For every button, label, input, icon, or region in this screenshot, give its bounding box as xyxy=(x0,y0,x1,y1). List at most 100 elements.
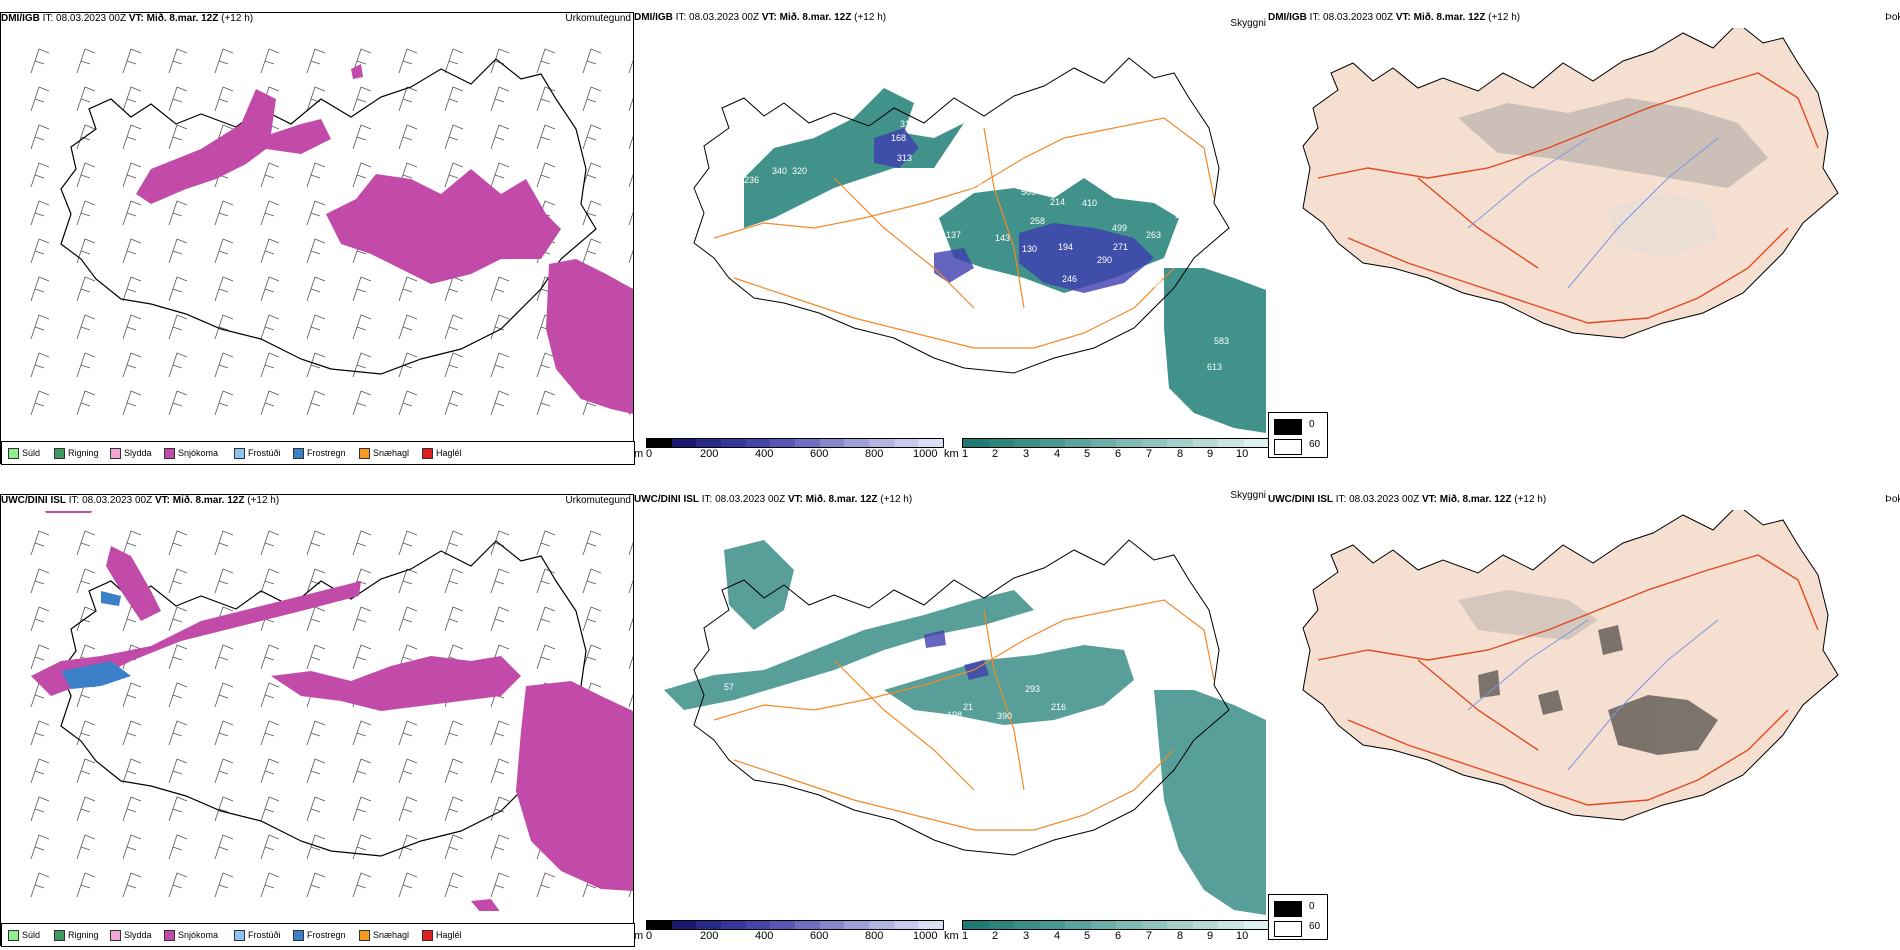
it-label: IT: xyxy=(1309,12,1321,23)
wind-barb xyxy=(352,86,372,112)
wind-barb xyxy=(628,249,633,264)
ceiling-label: 310 xyxy=(900,119,915,129)
ceiling-label: 313 xyxy=(897,153,912,163)
wind-barb xyxy=(352,48,372,74)
wind-barb xyxy=(30,872,50,898)
colorbar-cell xyxy=(819,439,845,447)
wind-barb xyxy=(214,758,234,784)
panel-header: UWC/DINI ISL IT: 08.03.2023 00Z VT: Mið.… xyxy=(1268,494,1900,510)
wind-barb xyxy=(490,606,510,632)
wind-barb xyxy=(260,644,280,670)
visibility-tick: 6 xyxy=(1115,930,1122,942)
legend-item-sleet: Slydda xyxy=(110,447,152,460)
wind-barb xyxy=(398,834,418,860)
wind-barb xyxy=(398,352,418,378)
colorbar-cell xyxy=(844,921,869,929)
legend-label: Snjókoma xyxy=(178,930,219,940)
wind-barb xyxy=(398,796,418,822)
legend-item-rain: Rigning xyxy=(54,447,99,460)
legend-swatch xyxy=(293,930,304,942)
wind-barb xyxy=(398,124,418,150)
ceiling-label: 355 xyxy=(924,103,939,113)
wind-barb xyxy=(628,579,633,594)
legend-item-hail: Haglél xyxy=(422,929,462,942)
vt-value: Mið. 8.mar. 12Z xyxy=(1413,12,1486,23)
colorbar-cell xyxy=(844,439,869,447)
colorbar-cell xyxy=(988,921,1014,929)
colorbar-cell xyxy=(647,921,672,929)
roads xyxy=(713,599,1215,831)
ceiling-label: 236 xyxy=(744,175,759,185)
ceiling-label: 373 xyxy=(1119,722,1134,732)
wind-barb xyxy=(76,124,96,150)
legend-swatch xyxy=(8,448,19,460)
ceiling-label: 320 xyxy=(792,166,807,176)
colorbar-cell xyxy=(745,439,771,447)
wind-barb xyxy=(628,655,633,670)
wind-barb xyxy=(444,530,464,556)
panel-title: Þokuábendi xyxy=(1885,494,1900,505)
ceiling-tick: 600 xyxy=(810,930,829,942)
ceiling-label: 340 xyxy=(772,166,787,176)
it-value: 08.03.2023 00Z xyxy=(689,12,760,23)
ceiling-label: 117 xyxy=(730,183,744,193)
ceiling-label: 220 xyxy=(946,103,961,113)
wind-barb xyxy=(122,682,142,708)
legend-label: Slydda xyxy=(124,448,152,458)
wind-barb xyxy=(260,872,280,898)
ceiling-label: 207 xyxy=(992,637,1007,647)
ceiling-tick: 0 xyxy=(646,930,653,942)
wind-barb xyxy=(30,352,50,378)
wind-barb xyxy=(352,834,372,860)
colorbar-cell xyxy=(918,439,943,447)
ceiling-labels: 235 10 207 220 57 352 293 216 198 21 390… xyxy=(724,591,1157,739)
ceiling-tick: 0 xyxy=(646,448,653,460)
ceiling-unit: m xyxy=(634,930,644,942)
legend-label: Súld xyxy=(22,448,41,458)
rivers xyxy=(1467,137,1719,289)
legend-swatch xyxy=(359,448,370,460)
colorbar-cell xyxy=(1116,439,1142,447)
colorbar-cell xyxy=(770,921,795,929)
ceiling-label: 137 xyxy=(946,230,961,240)
wind-barb xyxy=(490,314,510,340)
colorbar-cell xyxy=(647,439,672,447)
wind-barb xyxy=(122,124,142,150)
wind-barb xyxy=(398,530,418,556)
legend-label: Rigning xyxy=(68,930,99,940)
wind-barb xyxy=(536,872,556,898)
legend-item-sleet: Slydda xyxy=(110,929,152,942)
freezing-rain-areas xyxy=(61,591,131,689)
wind-barb xyxy=(536,644,556,670)
fog-legend-low-swatch xyxy=(1274,439,1302,455)
wind-barb xyxy=(76,276,96,302)
wind-barb xyxy=(214,238,234,264)
colorbar-cell xyxy=(671,439,697,447)
wind-barb xyxy=(76,86,96,112)
vt-label: VT: xyxy=(761,12,777,23)
wind-barb xyxy=(260,352,280,378)
wind-barb xyxy=(490,758,510,784)
colorbar-cell xyxy=(671,921,697,929)
ceiling-label: 57 xyxy=(724,682,734,692)
wind-barb xyxy=(260,568,280,594)
wind-barb xyxy=(122,314,142,340)
wind-barb xyxy=(582,238,602,264)
wind-barb xyxy=(536,124,556,150)
wind-barb xyxy=(398,758,418,784)
panel-title: Þokuábendi xyxy=(1885,12,1900,23)
colorbar-cell xyxy=(1014,921,1040,929)
wind-barb xyxy=(214,86,234,112)
wind-barb xyxy=(398,48,418,74)
vt-value: Mið. 8.mar. 12Z xyxy=(146,13,219,24)
wind-barb xyxy=(490,390,510,416)
legend-item-rain: Rigning xyxy=(54,929,99,942)
wind-barb xyxy=(444,568,464,594)
visibility-colorbar: km 1 2 3 4 5 6 7 8 9 10 xyxy=(944,920,1270,942)
wind-barb xyxy=(260,390,280,416)
wind-barb xyxy=(260,48,280,74)
vt-value: Mið. 8.mar. 12Z xyxy=(1439,494,1512,505)
wind-barb xyxy=(490,568,510,594)
wind-barb xyxy=(306,568,326,594)
iceland-outline xyxy=(693,539,1230,856)
